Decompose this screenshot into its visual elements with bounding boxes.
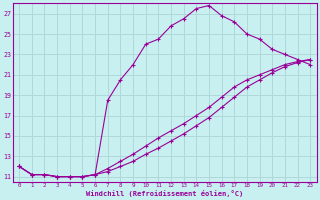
X-axis label: Windchill (Refroidissement éolien,°C): Windchill (Refroidissement éolien,°C) xyxy=(86,190,243,197)
